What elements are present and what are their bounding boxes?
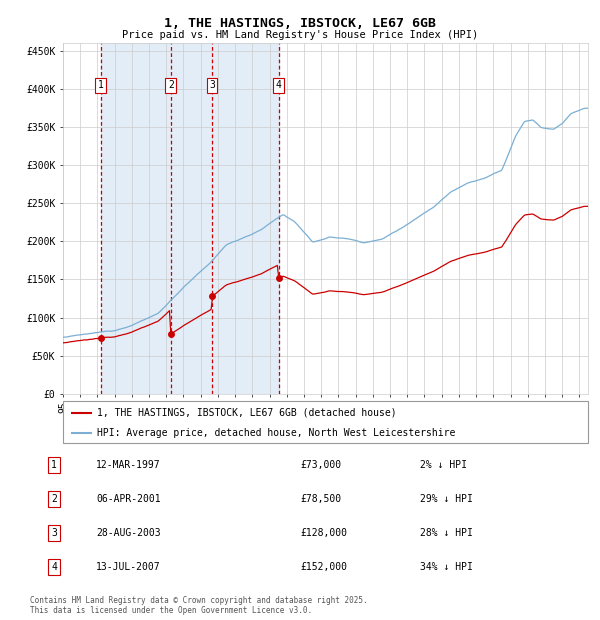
Text: 12-MAR-1997: 12-MAR-1997: [96, 460, 161, 470]
Text: 3: 3: [209, 80, 215, 91]
Text: Contains HM Land Registry data © Crown copyright and database right 2025.
This d: Contains HM Land Registry data © Crown c…: [30, 596, 368, 615]
Text: £128,000: £128,000: [300, 528, 347, 538]
Text: 1: 1: [98, 80, 104, 91]
Text: 1, THE HASTINGS, IBSTOCK, LE67 6GB (detached house): 1, THE HASTINGS, IBSTOCK, LE67 6GB (deta…: [97, 407, 397, 417]
Text: 29% ↓ HPI: 29% ↓ HPI: [420, 494, 473, 504]
Text: 2% ↓ HPI: 2% ↓ HPI: [420, 460, 467, 470]
Text: 28% ↓ HPI: 28% ↓ HPI: [420, 528, 473, 538]
Text: 2: 2: [168, 80, 173, 91]
Text: 3: 3: [51, 528, 57, 538]
Text: 13-JUL-2007: 13-JUL-2007: [96, 562, 161, 572]
Text: 2: 2: [51, 494, 57, 504]
Text: 28-AUG-2003: 28-AUG-2003: [96, 528, 161, 538]
FancyBboxPatch shape: [63, 401, 588, 443]
Text: £73,000: £73,000: [300, 460, 341, 470]
Text: £152,000: £152,000: [300, 562, 347, 572]
Text: 4: 4: [276, 80, 281, 91]
Text: 34% ↓ HPI: 34% ↓ HPI: [420, 562, 473, 572]
Bar: [101, 43, 278, 394]
Text: 4: 4: [51, 562, 57, 572]
Text: HPI: Average price, detached house, North West Leicestershire: HPI: Average price, detached house, Nort…: [97, 428, 455, 438]
Text: Price paid vs. HM Land Registry's House Price Index (HPI): Price paid vs. HM Land Registry's House …: [122, 30, 478, 40]
Text: 1: 1: [51, 460, 57, 470]
Text: 06-APR-2001: 06-APR-2001: [96, 494, 161, 504]
Text: 1, THE HASTINGS, IBSTOCK, LE67 6GB: 1, THE HASTINGS, IBSTOCK, LE67 6GB: [164, 17, 436, 30]
Text: £78,500: £78,500: [300, 494, 341, 504]
